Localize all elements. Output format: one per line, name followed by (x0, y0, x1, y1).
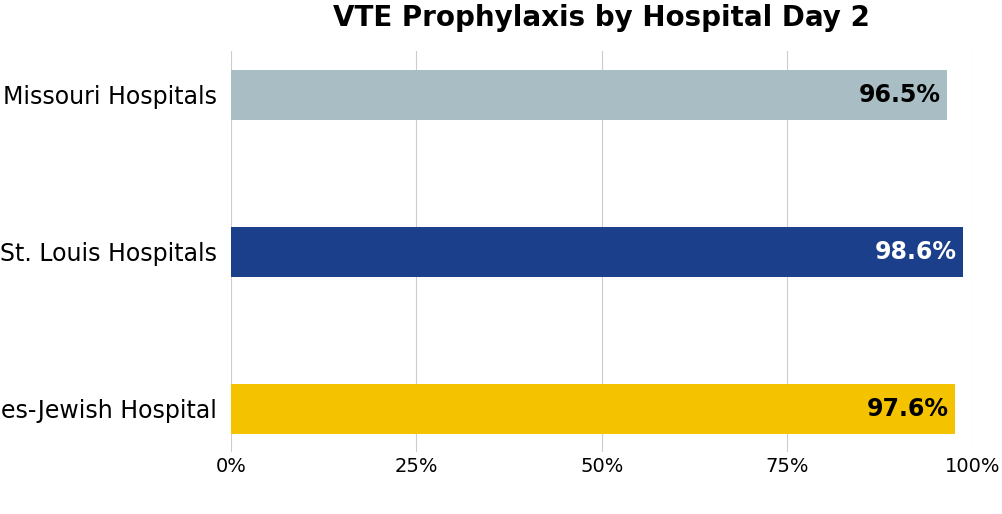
Text: 96.5%: 96.5% (858, 83, 940, 107)
Title: VTE Prophylaxis by Hospital Day 2: VTE Prophylaxis by Hospital Day 2 (333, 5, 870, 32)
Text: 98.6%: 98.6% (874, 240, 956, 264)
Bar (230, 227, 962, 277)
Text: 97.6%: 97.6% (867, 397, 948, 421)
Bar (230, 384, 954, 434)
Bar (230, 69, 946, 120)
